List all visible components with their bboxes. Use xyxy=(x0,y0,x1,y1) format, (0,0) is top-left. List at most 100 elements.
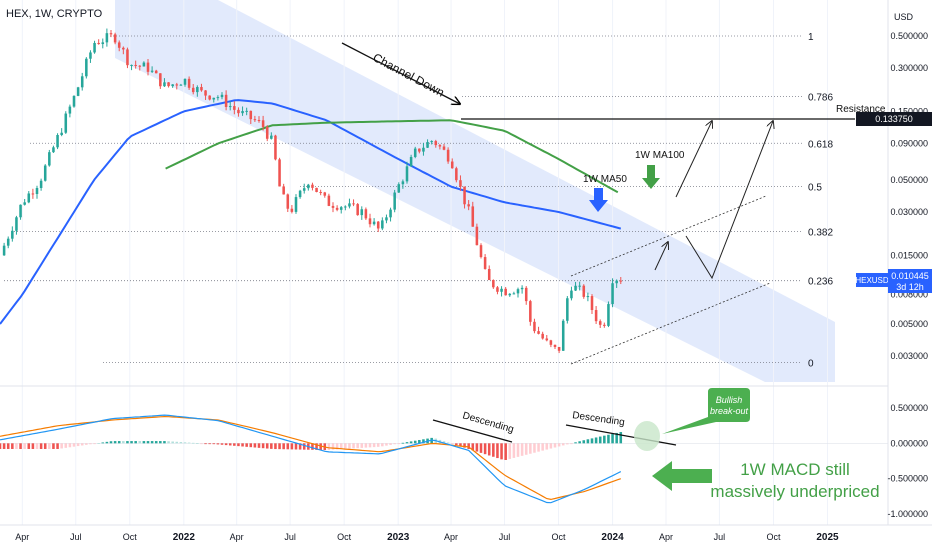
candle-body-58 xyxy=(241,111,244,114)
svg-text:HEXUSD: HEXUSD xyxy=(855,276,889,285)
macd-hist-9 xyxy=(35,443,39,449)
macd-hist-131 xyxy=(537,443,540,452)
time-tick-15: 2025 xyxy=(816,532,839,543)
candle-body-105 xyxy=(434,141,438,146)
macd-hist-135 xyxy=(553,443,557,448)
chart-title: HEX, 1W, CRYPTO xyxy=(6,8,103,20)
svg-text:0.010445: 0.010445 xyxy=(891,271,929,281)
candle-body-135 xyxy=(557,346,561,351)
time-tick-8: Apr xyxy=(444,532,458,542)
candle-body-69 xyxy=(286,194,290,209)
macd-hist-115 xyxy=(471,443,475,451)
time-tick-14: Oct xyxy=(766,532,781,542)
macd-hist-109 xyxy=(446,442,450,444)
macd-hist-137 xyxy=(561,443,565,446)
price-axis[interactable]: 0.500000 0.300000 0.150000 0.090000 0.050000… xyxy=(890,31,928,361)
candle-body-27 xyxy=(113,34,117,43)
ma-line-0 xyxy=(0,99,622,325)
candle-body-45 xyxy=(187,78,191,88)
macd-hist-143 xyxy=(586,439,590,444)
time-axis[interactable]: Apr Jul Oct 2022 Apr Jul Oct 2023 Apr Jul Oct 2024 A… xyxy=(15,532,839,543)
price-tick-7: 0.008000 xyxy=(890,290,928,300)
candlesticks xyxy=(2,28,623,354)
candle-body-150 xyxy=(619,280,623,282)
candle-body-13 xyxy=(56,134,59,148)
macd-hist-70 xyxy=(286,443,290,450)
time-tick-13: Jul xyxy=(714,532,726,542)
price-tick-4: 0.050000 xyxy=(890,175,928,185)
candle-body-46 xyxy=(191,87,195,93)
macd-hist-76 xyxy=(311,443,314,450)
macd-hist-28 xyxy=(113,441,117,444)
candle-body-147 xyxy=(607,304,610,326)
candle-body-78 xyxy=(323,192,327,196)
ma-line-1 xyxy=(165,119,619,194)
macd-hist-126 xyxy=(516,443,520,457)
macd-hist-77 xyxy=(315,443,318,450)
candle-body-108 xyxy=(446,149,450,162)
candle-body-47 xyxy=(196,87,199,93)
macd-hist-132 xyxy=(541,443,544,451)
breakout-label-line2: break-out xyxy=(710,406,749,416)
candle-body-59 xyxy=(245,110,248,112)
macd-hist-113 xyxy=(463,443,466,448)
macd-hist-31 xyxy=(126,441,129,444)
time-tick-2: Oct xyxy=(123,532,138,542)
macd-axis[interactable]: 0.500000 0.000000 -0.500000 -1.000000 xyxy=(887,403,928,519)
candle-body-12 xyxy=(52,147,55,153)
macd-hist-85 xyxy=(348,443,351,449)
candle-body-74 xyxy=(307,184,310,189)
time-tick-5: Jul xyxy=(284,532,296,542)
macd-hist-147 xyxy=(603,435,606,444)
candle-body-40 xyxy=(167,82,170,87)
candle-body-138 xyxy=(570,290,573,299)
price-tick-8: 0.005000 xyxy=(890,319,928,329)
macd-hist-112 xyxy=(459,443,462,447)
macd-hist-100 xyxy=(409,441,413,444)
candle-body-35 xyxy=(146,62,150,72)
candle-body-26 xyxy=(109,33,113,35)
candle-body-145 xyxy=(598,321,602,325)
macd-hist-149 xyxy=(611,433,614,444)
macd-hist-2 xyxy=(6,443,10,449)
macd-hist-121 xyxy=(496,443,499,459)
candle-body-14 xyxy=(60,132,63,135)
candle-body-112 xyxy=(463,186,466,205)
candle-body-0 xyxy=(2,245,6,256)
time-tick-0: Apr xyxy=(15,532,29,542)
candle-body-79 xyxy=(327,195,331,206)
time-tick-11: 2024 xyxy=(601,532,624,543)
time-tick-6: Oct xyxy=(337,532,352,542)
candle-body-57 xyxy=(237,109,240,114)
macd-hist-30 xyxy=(122,441,125,444)
underpriced-label-line1: 1W MACD still xyxy=(740,460,850,479)
candle-body-83 xyxy=(344,206,347,208)
candle-body-9 xyxy=(39,180,43,189)
price-tick-2: 0.150000 xyxy=(890,106,928,116)
macd-hist-24 xyxy=(97,443,100,444)
candle-body-121 xyxy=(500,288,503,292)
candle-body-33 xyxy=(138,65,142,67)
candle-body-122 xyxy=(504,288,507,296)
candle-body-88 xyxy=(364,209,368,219)
projection-path-2 xyxy=(675,121,712,198)
candle-body-98 xyxy=(405,166,409,182)
candle-body-63 xyxy=(261,120,265,127)
macd-hist-122 xyxy=(500,443,503,460)
candle-body-114 xyxy=(471,206,475,227)
candle-body-60 xyxy=(249,110,253,120)
macd-hist-58 xyxy=(237,443,240,447)
ma50-arrow xyxy=(589,188,608,212)
candle-body-80 xyxy=(331,205,335,208)
macd-hist-124 xyxy=(508,443,512,459)
candle-body-23 xyxy=(97,42,100,45)
candle-body-24 xyxy=(101,42,105,45)
macd-hist-80 xyxy=(327,443,331,450)
candle-body-76 xyxy=(315,187,318,193)
macd-hist-17 xyxy=(68,443,72,448)
price-tick-5: 0.030000 xyxy=(890,207,928,217)
projection-path-3 xyxy=(685,121,773,280)
price-tick-3: 0.090000 xyxy=(890,138,928,148)
candle-body-21 xyxy=(89,52,92,59)
